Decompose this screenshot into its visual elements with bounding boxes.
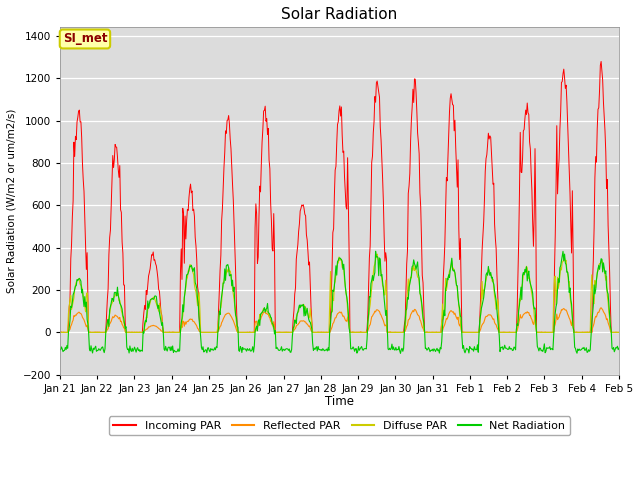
Line: Incoming PAR: Incoming PAR (60, 61, 619, 333)
Title: Solar Radiation: Solar Radiation (282, 7, 397, 22)
Reflected PAR (408, 309, 416, 315)
Net Radiation (397, 350, 404, 356)
Legend: Incoming PAR, Reflected PAR, Diffuse PAR, Net Radiation: Incoming PAR, Reflected PAR, Diffuse PAR… (109, 416, 570, 435)
Net Radiation (409, 263, 417, 268)
Net Radiation (180, 295, 188, 300)
Incoming PAR (424, 330, 431, 336)
Net Radiation (56, 347, 64, 353)
Reflected PAR (597, 305, 605, 311)
Reflected PAR (56, 329, 64, 335)
Y-axis label: Solar Radiation (W/m2 or um/m2/s): Solar Radiation (W/m2 or um/m2/s) (7, 109, 17, 293)
X-axis label: Time: Time (325, 395, 354, 408)
Net Radiation (66, 317, 74, 323)
Incoming PAR (615, 330, 623, 336)
Reflected PAR (67, 323, 75, 329)
Reflected PAR (425, 330, 433, 336)
Diffuse PAR (180, 294, 188, 300)
Net Radiation (372, 248, 380, 254)
Net Radiation (615, 346, 623, 351)
Line: Diffuse PAR: Diffuse PAR (60, 254, 619, 333)
Reflected PAR (181, 319, 189, 324)
Incoming PAR (408, 117, 415, 123)
Text: SI_met: SI_met (63, 33, 107, 46)
Line: Reflected PAR: Reflected PAR (60, 308, 619, 333)
Diffuse PAR (66, 296, 74, 302)
Incoming PAR (210, 330, 218, 336)
Diffuse PAR (425, 330, 433, 336)
Incoming PAR (597, 59, 605, 64)
Diffuse PAR (408, 265, 416, 271)
Diffuse PAR (124, 330, 131, 336)
Reflected PAR (57, 330, 65, 336)
Incoming PAR (124, 330, 131, 336)
Diffuse PAR (373, 251, 381, 257)
Incoming PAR (180, 261, 188, 266)
Diffuse PAR (56, 330, 64, 336)
Net Radiation (124, 347, 131, 352)
Reflected PAR (615, 330, 623, 336)
Line: Net Radiation: Net Radiation (60, 251, 619, 353)
Diffuse PAR (210, 330, 218, 336)
Net Radiation (426, 346, 433, 352)
Reflected PAR (125, 329, 132, 335)
Incoming PAR (56, 330, 64, 336)
Diffuse PAR (615, 330, 623, 336)
Net Radiation (210, 347, 218, 353)
Reflected PAR (211, 330, 218, 336)
Incoming PAR (66, 296, 74, 302)
